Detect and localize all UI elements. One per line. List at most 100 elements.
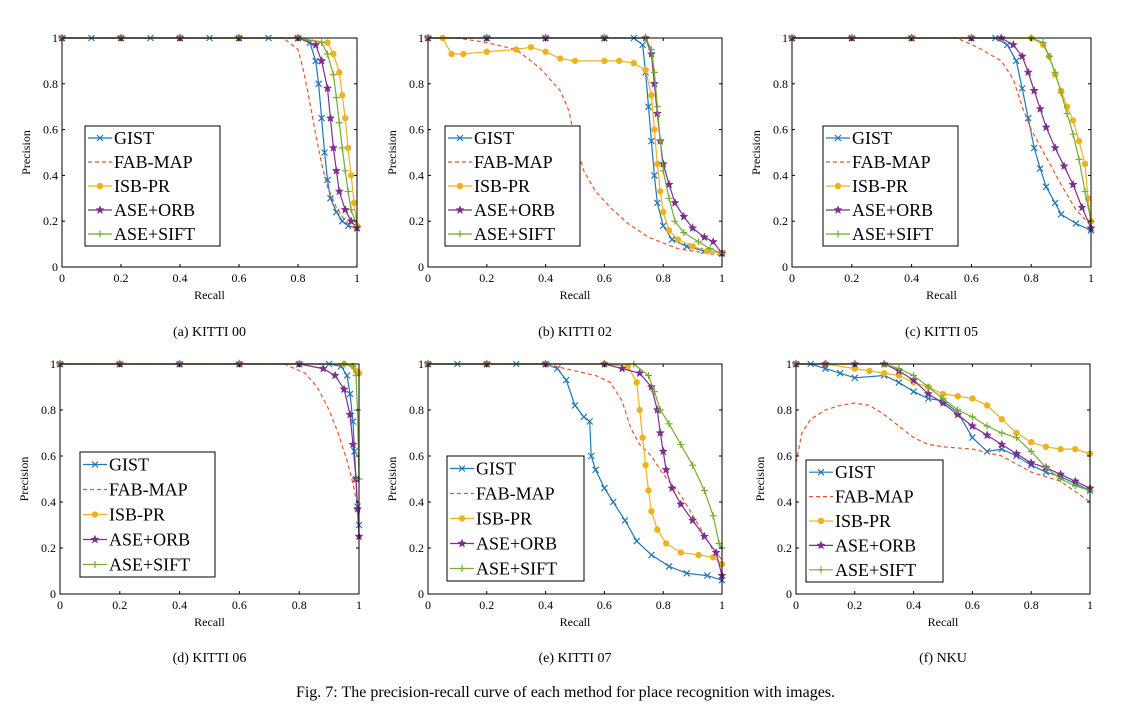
data-point: [483, 48, 490, 55]
y-tick-label: 1: [782, 31, 788, 45]
y-tick-label: 0.6: [773, 123, 788, 137]
x-tick-label: 0.8: [1024, 271, 1039, 285]
x-tick-label: 0.6: [964, 271, 979, 285]
legend-marker: [91, 461, 99, 468]
data-point: [677, 441, 685, 448]
y-tick-label: 0.6: [43, 123, 58, 137]
subfigure-caption: (b) KITTI 02: [538, 325, 612, 340]
legend: GIST FAB-MAP ISB-PR ASE+ORB ASE+SIFT: [822, 125, 959, 247]
plot-frame: [427, 37, 723, 268]
legend-marker: [834, 134, 842, 142]
data-point: [650, 171, 658, 179]
data-point: [586, 418, 594, 425]
data-point: [1057, 89, 1065, 97]
legend-entry: ASE+ORB: [474, 200, 555, 220]
data-point: [571, 57, 579, 65]
data-point: [592, 466, 600, 474]
legend-entry: ISB-PR: [476, 509, 532, 529]
y-tick-label: 0: [52, 260, 58, 274]
data-point: [656, 137, 664, 145]
legend-entry: ASE+ORB: [109, 530, 190, 550]
data-point: [621, 516, 629, 524]
data-point: [1042, 183, 1050, 191]
data-point: [983, 422, 991, 430]
data-point: [642, 462, 649, 469]
x-tick-label: 0: [793, 598, 799, 612]
data-point: [711, 547, 721, 557]
legend: GIST FAB-MAP ISB-PR ASE+ORB ASE+SIFT: [446, 455, 585, 582]
data-point: [715, 539, 723, 547]
data-point: [1069, 117, 1077, 124]
data-point: [600, 484, 608, 492]
data-point: [866, 367, 873, 375]
y-tick-label: 0.8: [773, 77, 788, 91]
data-point: [654, 160, 661, 168]
legend-entry: FAB-MAP: [835, 487, 914, 507]
data-point: [1050, 142, 1060, 152]
legend-marker: [834, 230, 842, 238]
data-point: [1077, 202, 1087, 212]
x-tick-label: 0.4: [906, 598, 921, 612]
legend-marker: [96, 230, 104, 238]
data-point: [348, 439, 358, 449]
legend-entry: ASE+SIFT: [474, 224, 555, 244]
data-point: [1012, 57, 1020, 65]
plot-frame: [791, 37, 1092, 268]
x-tick-label: 0: [789, 271, 795, 285]
data-point: [1008, 40, 1018, 49]
data-point: [1071, 482, 1079, 490]
data-point: [1013, 434, 1020, 442]
data-point: [342, 114, 349, 122]
x-tick-label: 1: [356, 598, 362, 612]
legend-entry: GIST: [476, 459, 516, 479]
data-point: [332, 94, 340, 102]
data-point: [617, 363, 627, 373]
legend-entry: ASE+ORB: [835, 535, 916, 555]
data-point: [338, 217, 346, 225]
data-point: [1075, 137, 1083, 145]
y-tick-label: 0.2: [41, 541, 56, 555]
legend-marker: [95, 205, 105, 214]
data-point: [557, 55, 564, 62]
data-point: [665, 420, 673, 428]
data-point: [350, 199, 358, 207]
data-point: [695, 551, 702, 559]
x-tick-label: 0.4: [173, 271, 188, 285]
data-point: [647, 45, 655, 53]
legend-entry: ISB-PR: [114, 176, 170, 196]
data-point: [674, 236, 682, 243]
x-axis-label: Recall: [194, 615, 225, 629]
data-point: [1017, 51, 1027, 61]
data-point: [653, 103, 661, 111]
data-point: [1081, 160, 1089, 168]
x-tick-label: 0.2: [479, 598, 494, 612]
data-point: [924, 383, 932, 391]
y-tick-label: 0.8: [43, 77, 58, 91]
data-point: [708, 236, 718, 246]
data-point: [1057, 475, 1065, 483]
y-axis-label: Precision: [749, 130, 763, 175]
data-point: [642, 66, 649, 74]
chart-panel: 0 0.2 0.4 0.6 0.8 1 0 0.2 0.4 0.6 0.8 1 Recall Precis…: [17, 357, 364, 666]
data-point: [513, 46, 520, 53]
data-point: [341, 167, 349, 175]
data-point: [683, 569, 691, 577]
data-point: [318, 114, 326, 122]
data-point: [336, 69, 343, 76]
data-point: [1036, 165, 1044, 172]
data-point: [709, 512, 717, 520]
data-point: [668, 236, 676, 243]
legend: GIST FAB-MAP ISB-PR ASE+ORB ASE+SIFT: [84, 125, 221, 247]
data-point: [939, 395, 947, 402]
data-point: [659, 222, 667, 230]
data-point: [671, 217, 679, 225]
legend-entry: FAB-MAP: [852, 152, 931, 172]
series-line: [60, 363, 360, 374]
x-tick-label: 0.4: [538, 598, 553, 612]
y-axis-label: Precision: [385, 130, 399, 175]
data-point: [938, 398, 948, 408]
subfigure-caption: (f) NKU: [919, 651, 967, 666]
y-axis-label: Precision: [753, 457, 767, 502]
data-point: [895, 378, 903, 386]
data-point: [1028, 439, 1035, 446]
